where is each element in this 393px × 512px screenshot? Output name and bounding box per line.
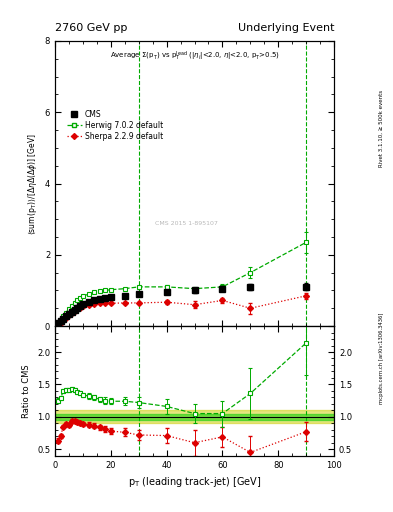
Text: mcplots.cern.ch [arXiv:1306.3436]: mcplots.cern.ch [arXiv:1306.3436] bbox=[379, 313, 384, 404]
Text: Average $\Sigma$(p$_\mathrm{T}$) vs p$_\mathrm{T}^\mathrm{lead}$ ($|\eta_l|$<2.0: Average $\Sigma$(p$_\mathrm{T}$) vs p$_\… bbox=[110, 50, 279, 63]
Legend: CMS, Herwig 7.0.2 default, Sherpa 2.2.9 default: CMS, Herwig 7.0.2 default, Sherpa 2.2.9 … bbox=[64, 108, 165, 143]
Bar bbox=[55, 410, 334, 423]
Y-axis label: $\langle$sum(p$_\mathrm{T}$)$\rangle$/[$\Delta\eta\Delta(\Delta\phi)$] [GeV]: $\langle$sum(p$_\mathrm{T}$)$\rangle$/[$… bbox=[26, 133, 39, 234]
Y-axis label: Ratio to CMS: Ratio to CMS bbox=[22, 364, 31, 418]
Bar bbox=[55, 414, 334, 420]
Text: Underlying Event: Underlying Event bbox=[237, 23, 334, 33]
X-axis label: p$_\mathrm{T}$ (leading track-jet) [GeV]: p$_\mathrm{T}$ (leading track-jet) [GeV] bbox=[128, 475, 261, 489]
Text: Rivet 3.1.10, ≥ 500k events: Rivet 3.1.10, ≥ 500k events bbox=[379, 90, 384, 166]
Text: CMS 2015 1-895107: CMS 2015 1-895107 bbox=[155, 221, 218, 226]
Text: 2760 GeV pp: 2760 GeV pp bbox=[55, 23, 127, 33]
